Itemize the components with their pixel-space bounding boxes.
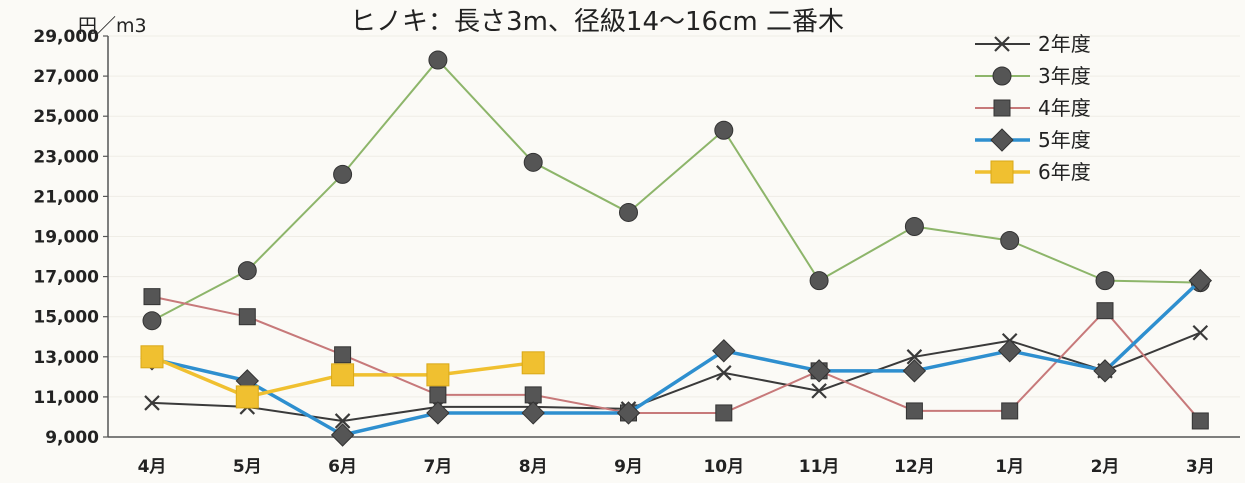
legend-swatch-marker (990, 160, 1014, 184)
data-point (712, 339, 736, 363)
legend-label: 5年度 (1038, 128, 1091, 152)
x-tick-label: 8月 (519, 457, 548, 477)
series-line (151, 295, 1202, 422)
data-point (1093, 359, 1117, 383)
data-point (237, 261, 257, 281)
x-tick-label: 11月 (799, 457, 840, 477)
x-tick-label: 6月 (328, 457, 357, 477)
legend-item: 5年度 (975, 128, 1091, 152)
legend-label: 2年度 (1038, 32, 1091, 56)
data-point (1192, 324, 1209, 341)
series-2 (142, 50, 1210, 331)
legend-swatch-marker (990, 128, 1014, 152)
x-tick-label: 2月 (1091, 457, 1120, 477)
y-tick-label: 23,000 (33, 147, 99, 167)
data-point (1000, 231, 1020, 251)
data-point (902, 359, 927, 383)
y-tick-label: 19,000 (33, 228, 99, 248)
data-point (334, 346, 352, 364)
x-tick-label: 5月 (233, 457, 262, 477)
legend-item: 4年度 (975, 96, 1091, 120)
data-point (428, 50, 448, 70)
y-tick-label: 25,000 (33, 107, 99, 127)
data-point (811, 383, 827, 399)
data-point (807, 359, 831, 383)
data-point (238, 308, 256, 326)
data-point (523, 152, 543, 172)
x-tick-label: 3月 (1186, 457, 1215, 477)
data-point (1001, 402, 1019, 420)
legend-item: 6年度 (975, 160, 1091, 184)
legend-item: 2年度 (975, 32, 1091, 56)
y-tick-label: 29,000 (33, 27, 99, 47)
series-5 (140, 345, 545, 409)
grid-layer (108, 35, 1240, 438)
data-point (144, 395, 160, 411)
y-tick-label: 27,000 (33, 67, 99, 87)
y-tick-label: 17,000 (33, 268, 99, 288)
data-point (809, 271, 829, 291)
data-point (716, 365, 732, 381)
data-point (426, 363, 450, 387)
x-tick-label: 1月 (995, 457, 1024, 477)
legend-item: 3年度 (975, 64, 1091, 88)
series-line (151, 59, 1201, 322)
data-point (1188, 268, 1213, 293)
data-point (905, 402, 923, 420)
chart-title: ヒノキ：長さ3m、径級14～16cm 二番木 (350, 7, 844, 37)
data-point (334, 413, 351, 429)
legend-label: 3年度 (1038, 64, 1091, 88)
y-tick-label: 21,000 (33, 187, 99, 207)
data-point (616, 401, 641, 425)
x-tick-label: 7月 (423, 457, 452, 477)
data-point (521, 401, 545, 425)
legend: 2年度 3年度 4年度 5年度 6年度 (975, 32, 1091, 184)
data-point (235, 385, 259, 409)
x-tick-label: 12月 (894, 457, 935, 477)
legend-label: 4年度 (1038, 96, 1091, 120)
data-point (142, 311, 162, 331)
x-tick-label: 10月 (703, 457, 744, 477)
y-tick-label: 11,000 (33, 388, 99, 408)
data-point (906, 349, 923, 365)
data-point (429, 386, 447, 404)
data-point (1095, 271, 1115, 291)
data-point (143, 288, 161, 306)
data-point (140, 345, 164, 369)
y-tick-label: 15,000 (33, 308, 99, 328)
data-point (715, 404, 733, 422)
data-point (619, 202, 638, 222)
data-point (330, 423, 355, 447)
data-point (333, 164, 353, 184)
y-tick-label: 13,000 (33, 348, 99, 368)
data-point (426, 401, 450, 425)
x-tick-label: 4月 (138, 457, 167, 477)
legend-label: 6年度 (1038, 160, 1091, 184)
series-layer (140, 50, 1213, 447)
data-point (521, 351, 545, 375)
x-tick-label: 9月 (614, 457, 643, 477)
series-line (151, 331, 1201, 422)
y-tick-label: 9,000 (45, 428, 99, 448)
legend-swatch-marker (994, 36, 1010, 52)
data-point (1191, 412, 1209, 430)
legend-swatch-marker (993, 99, 1011, 117)
legend-swatch-marker (992, 66, 1012, 86)
data-point (997, 339, 1022, 363)
data-point (524, 386, 542, 404)
data-point (1096, 302, 1114, 320)
data-point (904, 216, 924, 236)
axes-layer: 9,000 11,000 13,000 15,000 17,000 19,000 21,00… (33, 27, 1240, 477)
data-point (331, 363, 355, 387)
data-point (714, 120, 734, 140)
series-line (151, 279, 1202, 437)
y-axis-unit-label: 円／m3 (78, 15, 147, 37)
series-4 (140, 268, 1213, 447)
